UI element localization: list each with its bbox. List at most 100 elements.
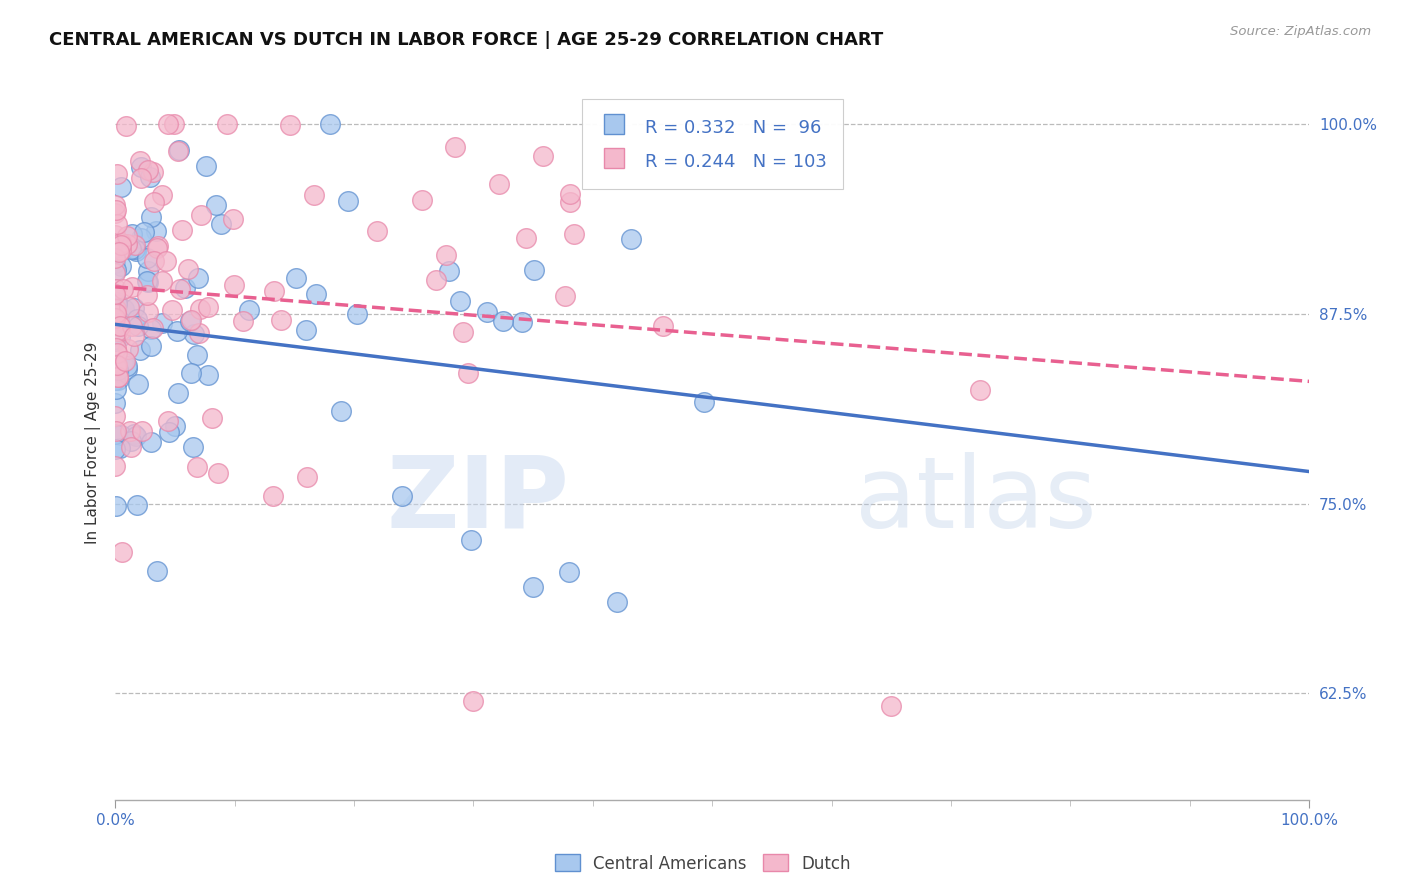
Point — [143, 194, 166, 209]
Point — [136, 251, 159, 265]
Point — [115, 361, 138, 376]
Point — [139, 322, 162, 336]
Point — [104, 206, 127, 220]
Point — [112, 301, 135, 316]
Point — [150, 188, 173, 202]
Point — [188, 301, 211, 316]
Point — [115, 119, 138, 133]
Point — [104, 362, 127, 376]
Point — [262, 489, 284, 503]
Point — [187, 326, 209, 341]
Point — [620, 232, 643, 246]
Point — [105, 263, 128, 277]
Point — [108, 442, 131, 456]
Point — [238, 303, 260, 318]
Point — [336, 194, 359, 209]
Point — [104, 266, 127, 280]
Point — [125, 312, 148, 326]
Point — [104, 424, 127, 438]
Point — [110, 260, 132, 274]
Point — [105, 301, 128, 316]
Point — [108, 319, 131, 334]
Point — [156, 414, 179, 428]
Point — [139, 434, 162, 449]
Point — [122, 329, 145, 343]
Point — [142, 165, 165, 179]
Point — [150, 316, 173, 330]
Point — [463, 694, 485, 708]
Point — [107, 363, 129, 377]
Point — [105, 294, 128, 309]
Point — [411, 194, 433, 208]
Point — [104, 307, 127, 321]
Point — [105, 499, 128, 513]
Point — [207, 467, 229, 481]
Point — [515, 231, 537, 245]
Y-axis label: In Labor Force | Age 25-29: In Labor Force | Age 25-29 — [86, 342, 101, 544]
Point — [142, 321, 165, 335]
Point — [195, 159, 218, 173]
Point — [145, 224, 167, 238]
Point — [121, 319, 143, 334]
Point — [165, 419, 187, 434]
Point — [270, 313, 292, 327]
Point — [104, 256, 127, 270]
Point — [143, 253, 166, 268]
Point — [127, 318, 149, 333]
Point — [121, 279, 143, 293]
Point — [197, 300, 219, 314]
Point — [104, 251, 127, 265]
Point — [129, 231, 152, 245]
Point — [104, 287, 127, 301]
Point — [121, 227, 143, 241]
Point — [437, 263, 460, 277]
Point — [104, 357, 127, 371]
Point — [180, 313, 202, 327]
Point — [201, 411, 224, 425]
Point — [104, 332, 127, 346]
Point — [105, 324, 128, 338]
Point — [186, 347, 208, 361]
Point — [160, 302, 183, 317]
Point — [124, 243, 146, 257]
Point — [124, 237, 146, 252]
Point — [232, 313, 254, 327]
Point — [104, 458, 127, 473]
Point — [135, 274, 157, 288]
Point — [460, 533, 482, 548]
Point — [136, 162, 159, 177]
Point — [209, 217, 232, 231]
Point — [169, 283, 191, 297]
Point — [110, 237, 132, 252]
Point — [510, 315, 533, 329]
Point — [166, 324, 188, 338]
Text: CENTRAL AMERICAN VS DUTCH IN LABOR FORCE | AGE 25-29 CORRELATION CHART: CENTRAL AMERICAN VS DUTCH IN LABOR FORCE… — [49, 31, 883, 49]
Point — [492, 314, 515, 328]
Point — [104, 427, 127, 442]
Point — [166, 386, 188, 401]
Point — [104, 396, 127, 410]
Point — [174, 280, 197, 294]
Point — [558, 195, 581, 210]
Point — [444, 140, 467, 154]
Point — [179, 314, 201, 328]
Point — [107, 369, 129, 384]
Point — [222, 212, 245, 227]
Point — [319, 117, 342, 131]
Point — [118, 424, 141, 438]
Point — [170, 223, 193, 237]
Point — [104, 198, 127, 212]
Point — [104, 382, 127, 396]
Point — [222, 278, 245, 293]
Point — [107, 365, 129, 379]
Point — [366, 224, 388, 238]
Text: Source: ZipAtlas.com: Source: ZipAtlas.com — [1230, 25, 1371, 38]
Point — [295, 322, 318, 336]
Legend: R = 0.332   N =  96, R = 0.244   N = 103: R = 0.332 N = 96, R = 0.244 N = 103 — [582, 99, 842, 189]
Point — [115, 359, 138, 373]
Point — [136, 264, 159, 278]
Point — [560, 186, 582, 201]
Point — [304, 286, 326, 301]
Point — [651, 318, 673, 333]
Point — [297, 470, 319, 484]
